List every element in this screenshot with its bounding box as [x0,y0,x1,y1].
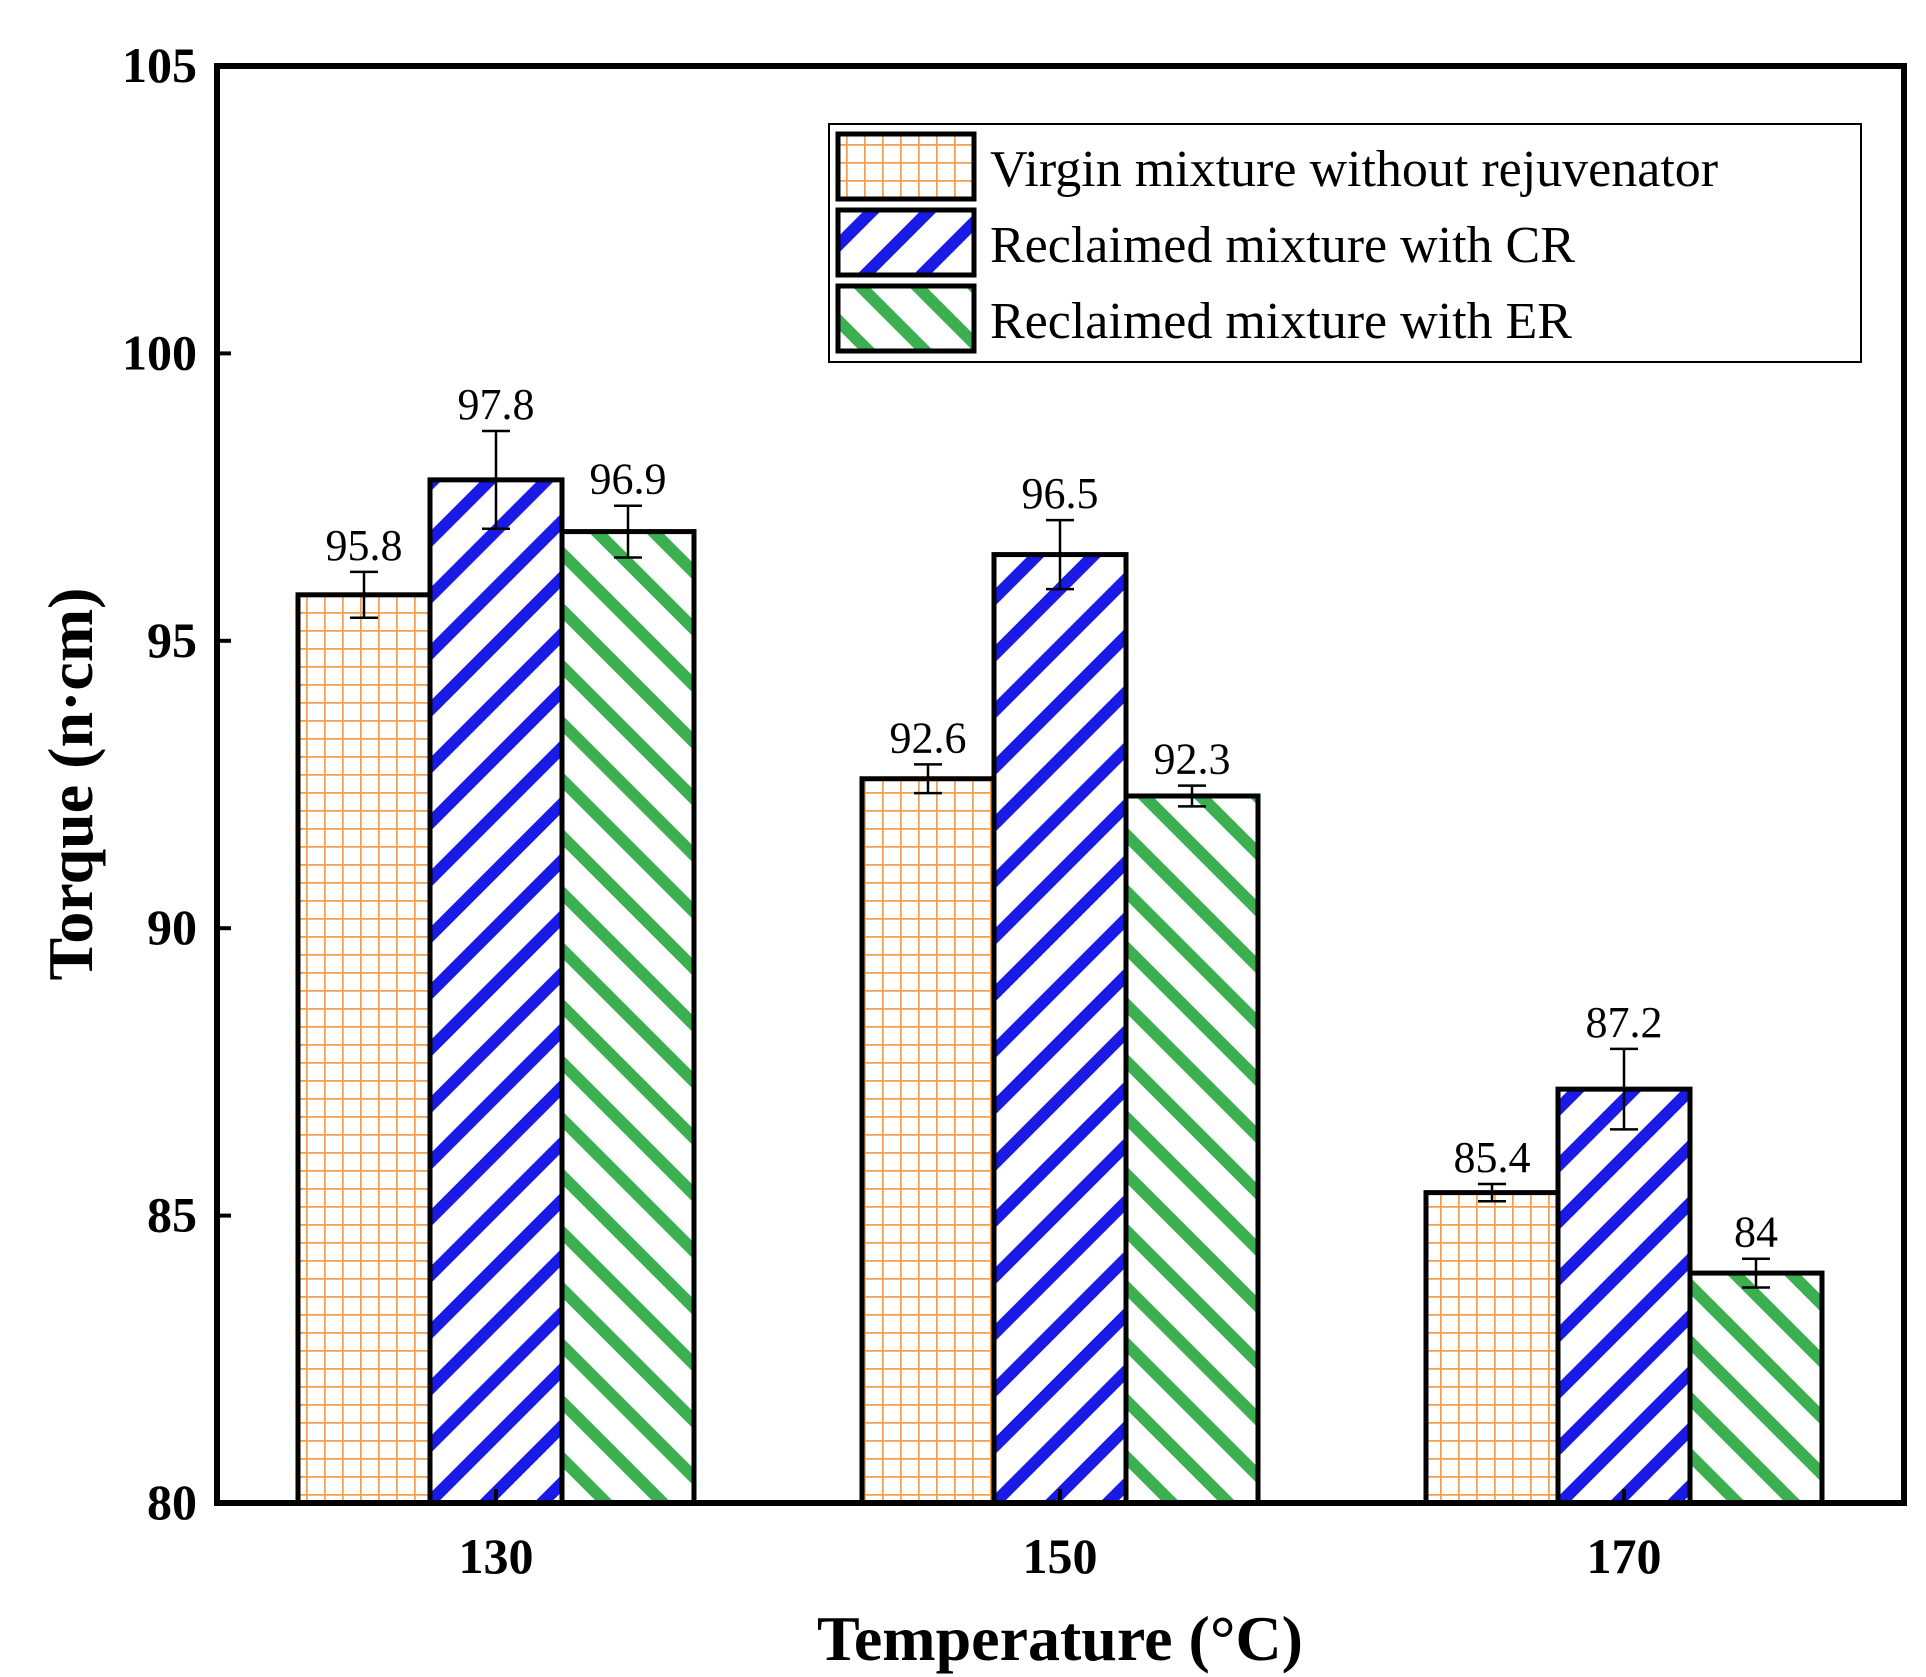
legend-frame [828,123,1862,363]
legend-label-virgin: Virgin mixture without rejuvenator [990,141,1718,198]
data-label-reclaimed-mixture-with-er-130: 96.9 [590,455,667,504]
legend-swatch-er [835,283,977,354]
data-label-virgin-mixture-without-rejuvenator-170: 85.4 [1454,1133,1531,1182]
chart-marks: 95.8 92.6 85.4 97.8 96.5 87.2 96.9 92.3 84 [295,380,1825,1506]
legend-item-virgin: Virgin mixture without rejuvenator [835,131,1718,202]
legend-label-er: Reclaimed mixture with ER [990,293,1572,350]
error-bar-reclaimed-mixture-with-er-170 [1742,1257,1770,1289]
y-tick-label-105: 105 [122,37,197,93]
x-tick-label-130: 130 [459,1528,534,1584]
error-bar-reclaimed-mixture-with-cr-150 [1046,518,1074,591]
bar-virgin-mixture-without-rejuvenator-170 [1423,1190,1561,1506]
data-label-reclaimed-mixture-with-er-150: 92.3 [1154,735,1231,784]
error-bar-reclaimed-mixture-with-cr-130 [482,429,510,530]
bar-virgin-mixture-without-rejuvenator-130 [295,592,433,1506]
data-label-virgin-mixture-without-rejuvenator-150: 92.6 [890,713,967,762]
error-bar-reclaimed-mixture-with-er-150 [1178,784,1206,808]
data-label-virgin-mixture-without-rejuvenator-130: 95.8 [326,521,403,570]
y-axis-title: Torque (n·cm) [35,588,106,981]
bar-reclaimed-mixture-with-cr-130 [427,477,565,1506]
data-label-reclaimed-mixture-with-er-170: 84 [1734,1208,1778,1257]
legend-label-cr: Reclaimed mixture with CR [990,217,1575,274]
x-tick-label-150: 150 [1023,1528,1098,1584]
bar-reclaimed-mixture-with-cr-170 [1555,1086,1693,1506]
legend-item-cr: Reclaimed mixture with CR [835,207,1575,278]
data-label-reclaimed-mixture-with-cr-130: 97.8 [458,380,535,429]
bar-reclaimed-mixture-with-er-130 [559,529,697,1506]
bar-reclaimed-mixture-with-er-170 [1687,1270,1825,1506]
y-tick-label-95: 95 [147,612,197,668]
data-label-reclaimed-mixture-with-cr-170: 87.2 [1586,998,1663,1047]
error-bar-reclaimed-mixture-with-cr-170 [1610,1047,1638,1131]
y-tick-label-90: 90 [147,899,197,955]
data-label-reclaimed-mixture-with-cr-150: 96.5 [1022,469,1099,518]
x-tick-label-170: 170 [1587,1528,1662,1584]
error-bar-virgin-mixture-without-rejuvenator-170 [1478,1182,1506,1203]
y-tick-label-85: 85 [147,1187,197,1243]
legend-swatch-virgin [835,131,977,202]
y-tick-label-80: 80 [147,1474,197,1530]
axes: 80 85 90 95 100 105 130 150 170 [122,37,1662,1584]
bar-reclaimed-mixture-with-er-150 [1123,793,1261,1506]
legend: Virgin mixture without rejuvenator Recla… [828,123,1862,363]
error-bar-virgin-mixture-without-rejuvenator-150 [914,763,942,795]
bar-reclaimed-mixture-with-cr-150 [991,552,1129,1506]
x-axis-title: Temperature (°C) [817,1603,1303,1674]
legend-item-er: Reclaimed mixture with ER [835,283,1572,354]
bar-virgin-mixture-without-rejuvenator-150 [859,776,997,1506]
y-tick-label-100: 100 [122,324,197,380]
legend-swatch-cr [835,207,977,278]
error-bar-reclaimed-mixture-with-er-130 [614,504,642,559]
error-bar-virgin-mixture-without-rejuvenator-130 [350,570,378,620]
